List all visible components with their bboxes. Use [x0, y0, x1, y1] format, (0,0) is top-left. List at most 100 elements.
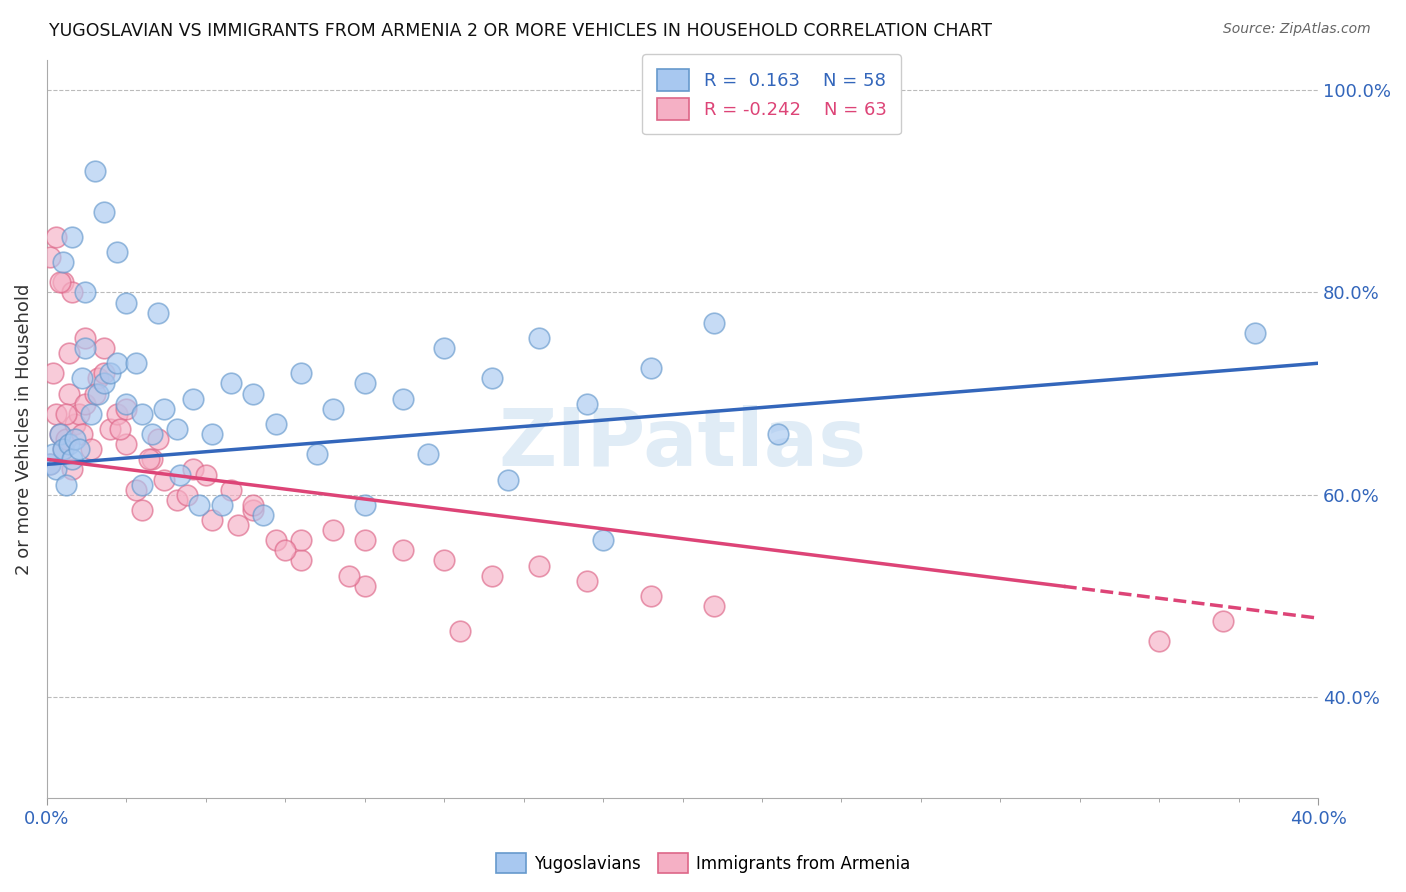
- Point: [138, 452, 160, 467]
- Point: [211, 498, 233, 512]
- Point: [153, 473, 176, 487]
- Point: [1147, 634, 1170, 648]
- Point: [433, 341, 456, 355]
- Point: [264, 417, 287, 431]
- Point: [433, 553, 456, 567]
- Point: [181, 392, 204, 406]
- Point: [105, 407, 128, 421]
- Point: [766, 427, 789, 442]
- Point: [105, 245, 128, 260]
- Point: [100, 367, 122, 381]
- Point: [305, 447, 328, 461]
- Point: [176, 488, 198, 502]
- Point: [42, 447, 65, 461]
- Point: [226, 518, 249, 533]
- Point: [45, 407, 67, 421]
- Point: [201, 427, 224, 442]
- Point: [242, 386, 264, 401]
- Point: [131, 477, 153, 491]
- Point: [141, 452, 163, 467]
- Point: [93, 204, 115, 219]
- Point: [529, 331, 551, 345]
- Point: [290, 367, 312, 381]
- Point: [108, 422, 131, 436]
- Point: [290, 553, 312, 567]
- Text: Source: ZipAtlas.com: Source: ZipAtlas.com: [1223, 22, 1371, 37]
- Point: [58, 346, 80, 360]
- Point: [80, 442, 103, 457]
- Point: [83, 164, 105, 178]
- Point: [242, 498, 264, 512]
- Point: [131, 503, 153, 517]
- Point: [39, 250, 62, 264]
- Point: [48, 276, 70, 290]
- Point: [52, 255, 75, 269]
- Point: [353, 498, 375, 512]
- Point: [45, 462, 67, 476]
- Point: [264, 533, 287, 548]
- Point: [169, 467, 191, 482]
- Point: [65, 432, 87, 446]
- Point: [73, 331, 96, 345]
- Point: [125, 356, 148, 370]
- Point: [115, 397, 138, 411]
- Point: [392, 543, 415, 558]
- Point: [592, 533, 614, 548]
- Point: [93, 367, 115, 381]
- Point: [219, 376, 242, 391]
- Point: [80, 407, 103, 421]
- Point: [39, 458, 62, 472]
- Point: [141, 427, 163, 442]
- Legend: Yugoslavians, Immigrants from Armenia: Yugoslavians, Immigrants from Armenia: [489, 847, 917, 880]
- Point: [52, 442, 75, 457]
- Point: [55, 477, 77, 491]
- Point: [73, 285, 96, 300]
- Legend: R =  0.163    N = 58, R = -0.242    N = 63: R = 0.163 N = 58, R = -0.242 N = 63: [643, 54, 901, 135]
- Point: [58, 437, 80, 451]
- Point: [67, 442, 90, 457]
- Point: [115, 437, 138, 451]
- Point: [166, 492, 188, 507]
- Point: [481, 568, 503, 582]
- Point: [58, 386, 80, 401]
- Point: [322, 401, 344, 416]
- Point: [576, 574, 599, 588]
- Point: [181, 462, 204, 476]
- Point: [146, 432, 169, 446]
- Point: [100, 422, 122, 436]
- Point: [83, 386, 105, 401]
- Point: [60, 230, 83, 244]
- Point: [60, 462, 83, 476]
- Point: [55, 432, 77, 446]
- Point: [353, 533, 375, 548]
- Point: [67, 407, 90, 421]
- Point: [529, 558, 551, 573]
- Point: [55, 407, 77, 421]
- Point: [73, 341, 96, 355]
- Point: [242, 503, 264, 517]
- Point: [640, 589, 662, 603]
- Point: [703, 599, 725, 613]
- Point: [481, 371, 503, 385]
- Point: [201, 513, 224, 527]
- Point: [73, 397, 96, 411]
- Point: [115, 401, 138, 416]
- Point: [353, 376, 375, 391]
- Point: [87, 386, 110, 401]
- Point: [496, 473, 519, 487]
- Point: [70, 371, 93, 385]
- Point: [1212, 614, 1234, 628]
- Point: [166, 422, 188, 436]
- Point: [60, 452, 83, 467]
- Point: [153, 401, 176, 416]
- Point: [353, 579, 375, 593]
- Point: [45, 230, 67, 244]
- Text: YUGOSLAVIAN VS IMMIGRANTS FROM ARMENIA 2 OR MORE VEHICLES IN HOUSEHOLD CORRELATI: YUGOSLAVIAN VS IMMIGRANTS FROM ARMENIA 2…: [49, 22, 993, 40]
- Point: [418, 447, 440, 461]
- Text: ZIPatlas: ZIPatlas: [498, 405, 866, 483]
- Point: [131, 407, 153, 421]
- Point: [105, 356, 128, 370]
- Point: [48, 427, 70, 442]
- Point: [392, 392, 415, 406]
- Point: [449, 624, 471, 639]
